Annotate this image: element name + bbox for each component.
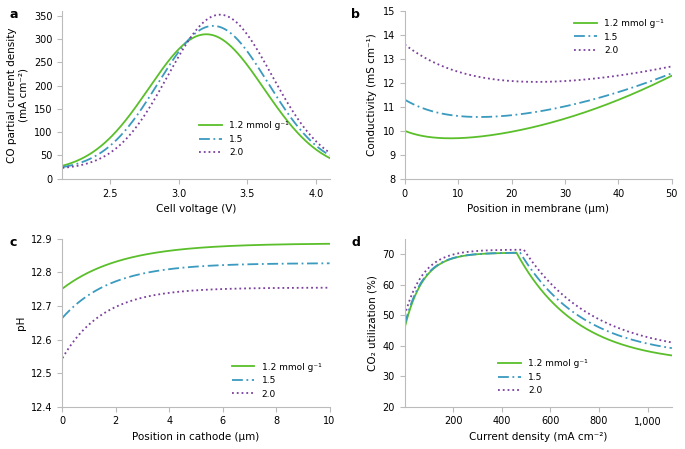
Y-axis label: CO partial current density
(mA cm⁻²): CO partial current density (mA cm⁻²)	[7, 27, 29, 163]
X-axis label: Cell voltage (V): Cell voltage (V)	[155, 204, 236, 214]
Legend: 1.2 mmol g⁻¹, 1.5, 2.0: 1.2 mmol g⁻¹, 1.5, 2.0	[228, 359, 325, 402]
Y-axis label: Conductivity (mS cm⁻¹): Conductivity (mS cm⁻¹)	[367, 34, 377, 156]
Legend: 1.2 mmol g⁻¹, 1.5, 2.0: 1.2 mmol g⁻¹, 1.5, 2.0	[196, 118, 292, 161]
X-axis label: Position in cathode (μm): Position in cathode (μm)	[132, 432, 260, 442]
Text: b: b	[351, 8, 360, 21]
Y-axis label: CO₂ utilization (%): CO₂ utilization (%)	[367, 275, 377, 371]
X-axis label: Position in membrane (μm): Position in membrane (μm)	[467, 204, 610, 214]
Text: c: c	[9, 236, 16, 249]
Text: d: d	[351, 236, 360, 249]
X-axis label: Current density (mA cm⁻²): Current density (mA cm⁻²)	[469, 432, 608, 442]
Legend: 1.2 mmol g⁻¹, 1.5, 2.0: 1.2 mmol g⁻¹, 1.5, 2.0	[571, 15, 667, 59]
Y-axis label: pH: pH	[16, 316, 25, 330]
Text: a: a	[9, 8, 18, 21]
Legend: 1.2 mmol g⁻¹, 1.5, 2.0: 1.2 mmol g⁻¹, 1.5, 2.0	[495, 356, 592, 399]
